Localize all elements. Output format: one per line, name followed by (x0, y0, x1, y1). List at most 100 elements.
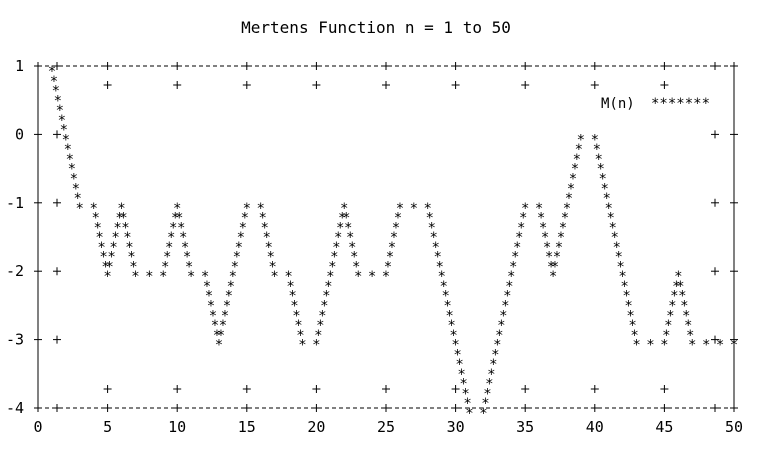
line-segment-mark: * (292, 308, 300, 324)
data-point: * (298, 338, 306, 354)
data-point: * (340, 201, 348, 217)
line-segment-mark: * (678, 289, 686, 305)
line-segment-mark: * (483, 386, 491, 402)
line-segment-mark: * (101, 259, 109, 275)
line-segment-mark: * (614, 250, 622, 266)
data-point: * (549, 269, 557, 285)
line-segment-mark: * (664, 318, 672, 334)
line-segment-mark: * (392, 220, 400, 236)
data-point: * (396, 201, 404, 217)
data-point: * (410, 201, 418, 217)
line-segment-mark: * (684, 318, 692, 334)
y-tick-left (34, 404, 42, 412)
y-tick-right (730, 335, 738, 344)
x-tick-label: 15 (238, 418, 256, 436)
data-point: * (368, 269, 376, 285)
line-segment-mark: * (513, 240, 521, 256)
y-tick-left (34, 335, 42, 344)
data-point: * (382, 269, 390, 285)
data-point: * (229, 269, 237, 285)
line-segment-mark: * (221, 308, 229, 324)
line-segment-mark: * (175, 211, 183, 227)
x-tick-top-inner (382, 81, 390, 89)
line-segment-mark: * (50, 74, 58, 90)
line-segment-mark: * (672, 279, 680, 295)
y-tick-left-inner (53, 404, 61, 412)
line-segment-mark: * (332, 240, 340, 256)
data-point: * (605, 201, 613, 217)
data-point: * (173, 201, 181, 217)
data-point: * (89, 201, 97, 217)
line-segment-mark: * (169, 220, 177, 236)
line-segment-mark: * (686, 328, 694, 344)
x-tick-top-inner (451, 81, 460, 89)
x-axis-tick-labels: 0 5 10 15 20 25 30 35 40 45 50 (33, 418, 743, 436)
legend: M(n) ******* (601, 96, 710, 112)
line-segment-mark: * (666, 308, 674, 324)
x-tick-top (173, 62, 182, 70)
y-tick-left-inner (53, 62, 61, 70)
data-point: * (201, 269, 209, 285)
line-segment-mark: * (551, 259, 559, 275)
line-segment-mark: * (264, 240, 272, 256)
y-tick-right-inner (711, 404, 719, 412)
data-point: * (257, 201, 265, 217)
line-segment-mark: * (93, 220, 101, 236)
line-segment-mark: * (487, 367, 495, 383)
data-point: * (493, 338, 501, 354)
line-segment-mark: * (630, 328, 638, 344)
line-segment-mark: * (384, 259, 392, 275)
y-tick-right (730, 130, 738, 139)
line-segment-mark: * (505, 279, 513, 295)
y-tick-right (730, 404, 738, 412)
line-segment-mark: * (91, 211, 99, 227)
line-segment-mark: * (127, 250, 135, 266)
data-point: * (117, 201, 125, 217)
line-segment-mark: * (593, 142, 601, 158)
line-segment-mark: * (64, 142, 72, 158)
x-tick-bottom-inner (451, 385, 460, 393)
line-segment-mark: * (328, 259, 336, 275)
data-point: * (535, 201, 543, 217)
data-point: * (270, 269, 278, 285)
x-tick-top (103, 62, 112, 70)
line-segment-mark: * (545, 250, 553, 266)
data-point: * (674, 269, 682, 285)
line-segment-mark: * (485, 377, 493, 393)
x-tick-bottom-inner (173, 385, 182, 393)
x-tick-bottom (312, 404, 321, 412)
x-tick-top-inner (521, 81, 530, 89)
line-segment-mark: * (388, 240, 396, 256)
line-segment-mark: * (119, 211, 127, 227)
line-segment-mark: * (447, 318, 455, 334)
data-point: * (187, 269, 195, 285)
data-point: * (131, 269, 139, 285)
line-segment-mark: * (599, 171, 607, 187)
line-segment-mark: * (113, 220, 121, 236)
line-segment-mark: * (177, 220, 185, 236)
line-segment-mark: * (459, 377, 467, 393)
data-point: * (688, 338, 696, 354)
line-segment-mark: * (123, 230, 131, 246)
line-segment-mark: * (163, 250, 171, 266)
line-segment-mark: * (541, 230, 549, 246)
data-point: * (312, 338, 320, 354)
line-segment-mark: * (676, 279, 684, 295)
x-tick-label: 40 (586, 418, 604, 436)
line-segment-mark: * (290, 299, 298, 315)
x-tick-top-inner (312, 81, 321, 89)
line-segment-mark: * (626, 308, 634, 324)
line-segment-mark: * (179, 230, 187, 246)
data-point: * (215, 338, 223, 354)
line-segment-mark: * (203, 279, 211, 295)
line-segment-mark: * (606, 211, 614, 227)
y-tick-label: 1 (15, 57, 24, 75)
x-tick-label: 0 (33, 418, 42, 436)
data-point: * (76, 201, 84, 217)
line-segment-mark: * (68, 162, 76, 178)
data-point: * (103, 269, 111, 285)
data-point: * (354, 269, 362, 285)
x-tick-label: 45 (655, 418, 673, 436)
line-segment-mark: * (457, 367, 465, 383)
line-segment-mark: * (66, 152, 74, 168)
